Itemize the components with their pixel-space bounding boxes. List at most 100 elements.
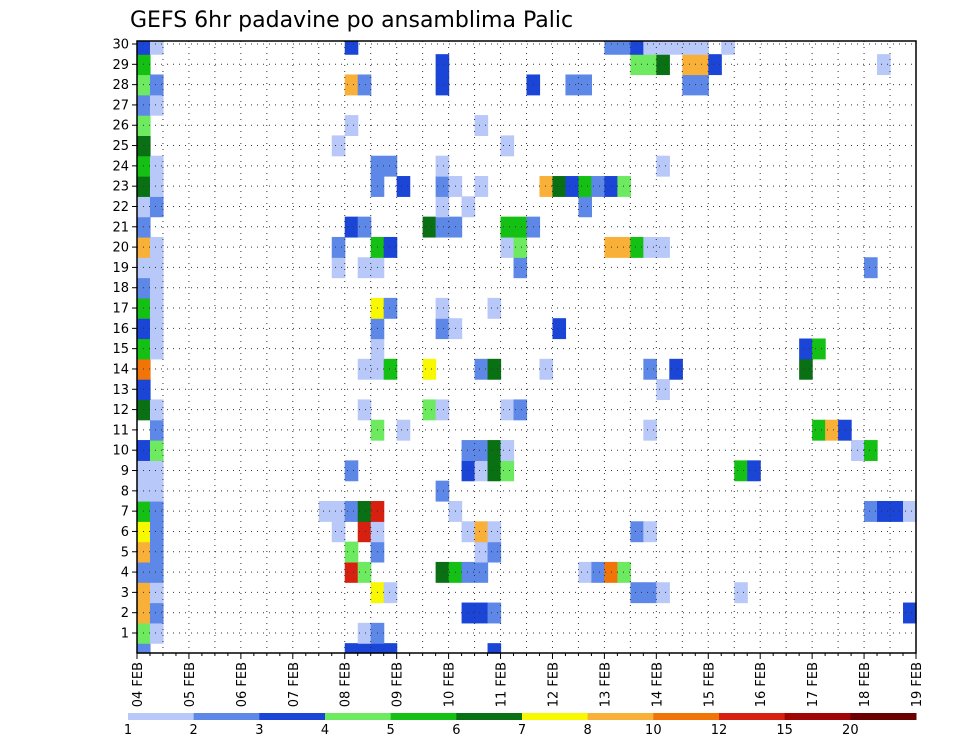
cell-member-24-step-1 [149, 155, 164, 177]
x-tick-label-8: 12 FEB [546, 662, 561, 707]
cell-member-16-step-23 [435, 318, 450, 340]
x-tick-label-7: 11 FEB [495, 662, 510, 707]
cell-member-30-step-43 [695, 41, 709, 55]
cell-member-30-step-16 [344, 41, 359, 55]
cell-member-29-step-44 [708, 54, 722, 76]
x-tick-label-0: 04 FEB [131, 662, 146, 707]
cell-member-20-step-37 [617, 236, 631, 258]
cell-member-17-step-19 [383, 297, 398, 319]
y-tick-label-15: 15 [112, 342, 129, 357]
cell-member-10-step-1 [149, 440, 164, 461]
legend-label-12: 12 [711, 723, 728, 738]
legend-label-3: 3 [255, 723, 263, 738]
y-tick-label-30: 30 [112, 38, 129, 53]
cell-member-26-step-16 [344, 115, 359, 136]
cell-member-23-step-23 [435, 176, 450, 197]
cell-member-20-step-1 [149, 236, 164, 258]
y-tick-label-24: 24 [112, 159, 129, 174]
cell-member-14-step-39 [643, 358, 657, 380]
cell-member-2-step-27 [487, 602, 502, 624]
x-tick-label-11: 15 FEB [702, 662, 717, 707]
cell-member-18-step-1 [149, 277, 164, 299]
y-tick-label-20: 20 [112, 241, 129, 256]
cell-member-1-step-17 [357, 622, 372, 644]
cell-member-13-step-40 [656, 379, 670, 401]
cell-member-0-step-16 [344, 643, 359, 654]
cell-member-30-step-42 [682, 41, 696, 55]
cell-member-5-step-26 [474, 541, 489, 563]
color-legend: 1 2 3 4 5 6 7 8 10 12 15 20 [124, 713, 917, 738]
cell-member-23-step-31 [539, 176, 554, 197]
legend-label-7: 7 [518, 723, 526, 738]
heatmap-cells [137, 41, 917, 654]
cell-member-23-step-35 [591, 176, 605, 197]
cell-member-12-step-29 [513, 399, 528, 421]
cell-member-9-step-1 [149, 460, 164, 482]
cell-member-14-step-22 [422, 358, 437, 380]
cell-member-11-step-39 [643, 419, 657, 441]
y-tick-label-19: 19 [112, 261, 129, 276]
cell-member-25-step-15 [331, 135, 346, 157]
cell-member-10-step-27 [487, 440, 502, 461]
cell-member-17-step-23 [435, 297, 450, 319]
cell-member-11-step-20 [396, 419, 411, 441]
cell-member-14-step-26 [474, 358, 489, 380]
cell-member-4-step-23 [435, 561, 450, 583]
legend-swatch-0 [128, 713, 195, 720]
cell-member-30-step-41 [669, 41, 683, 55]
legend-label-20: 20 [842, 723, 859, 738]
cell-member-25-step-28 [500, 135, 515, 157]
legend-label-4: 4 [321, 723, 329, 738]
y-tick-label-9: 9 [121, 464, 129, 479]
cell-member-24-step-40 [656, 155, 670, 177]
legend-swatch-11 [850, 713, 917, 720]
y-tick-label-17: 17 [112, 302, 129, 317]
cell-member-6-step-1 [149, 521, 164, 543]
y-tick-label-28: 28 [112, 78, 129, 93]
cell-member-7-step-56 [864, 500, 878, 522]
cell-member-29-step-40 [656, 54, 670, 76]
cell-member-7-step-15 [331, 500, 346, 522]
x-axis: 04 FEB 05 FEB 06 FEB 07 FEB 08 FEB 09 FEB 10 F… [131, 653, 925, 707]
cell-member-12-step-17 [357, 399, 372, 421]
cell-member-19-step-1 [149, 257, 164, 279]
dotted-grid [137, 41, 916, 653]
legend-swatch-9 [719, 713, 786, 720]
legend-label-6: 6 [452, 723, 460, 738]
y-tick-label-13: 13 [112, 383, 129, 398]
cell-member-19-step-29 [513, 257, 528, 279]
legend-swatch-8 [653, 713, 720, 720]
legend-label-8: 8 [584, 723, 592, 738]
y-tick-label-12: 12 [112, 403, 129, 418]
x-tick-label-13: 17 FEB [806, 662, 821, 707]
cell-member-2-step-26 [474, 602, 489, 624]
cell-member-12-step-28 [500, 399, 515, 421]
cell-member-10-step-28 [500, 440, 515, 461]
x-tick-label-6: 10 FEB [443, 662, 458, 707]
y-tick-label-11: 11 [112, 423, 129, 438]
cell-member-9-step-47 [747, 460, 761, 482]
cell-member-23-step-32 [552, 176, 567, 197]
y-tick-label-7: 7 [121, 505, 129, 520]
cell-member-17-step-1 [149, 297, 164, 319]
cell-member-30-step-36 [604, 41, 618, 55]
cell-member-19-step-56 [864, 257, 878, 279]
cell-member-10-step-26 [474, 440, 489, 461]
cell-member-4-step-37 [617, 561, 631, 583]
y-tick-label-8: 8 [121, 484, 129, 499]
cell-member-22-step-1 [149, 196, 164, 218]
cell-member-15-step-51 [799, 338, 813, 360]
cell-member-30-step-37 [617, 41, 631, 55]
cell-member-3-step-19 [383, 582, 398, 604]
y-tick-label-23: 23 [112, 180, 129, 195]
cell-member-23-step-20 [396, 176, 411, 197]
y-tick-label-27: 27 [112, 98, 129, 113]
cell-member-21-step-17 [357, 216, 372, 238]
cell-member-14-step-17 [357, 358, 372, 380]
cell-member-30-step-45 [721, 41, 735, 55]
cell-member-1-step-1 [149, 622, 164, 644]
cell-member-29-step-39 [643, 54, 657, 76]
cell-member-5-step-16 [344, 541, 359, 563]
cell-member-16-step-32 [552, 318, 567, 340]
cell-member-6-step-27 [487, 521, 502, 543]
